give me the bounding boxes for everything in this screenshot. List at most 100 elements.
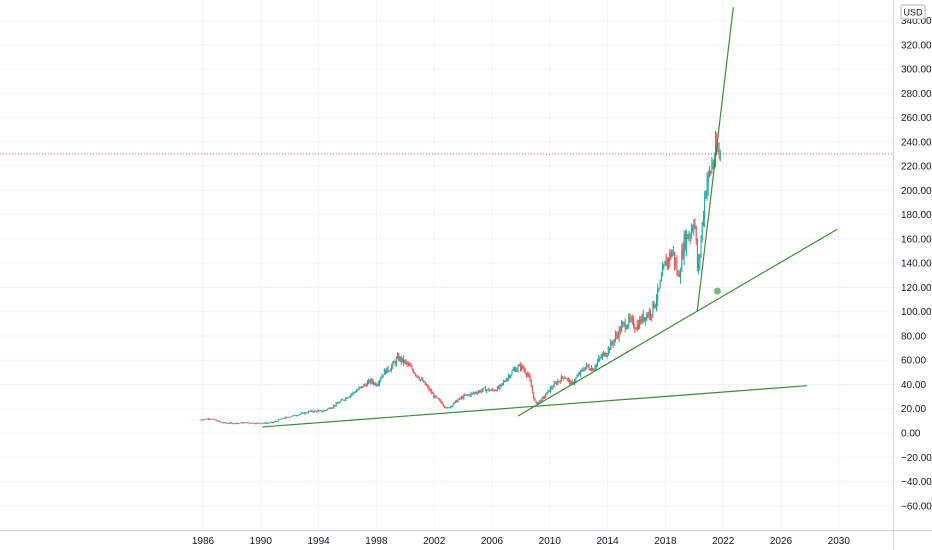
candle-body (304, 412, 306, 414)
candle-body (688, 235, 690, 239)
candle-body (466, 394, 468, 396)
candle-body (587, 364, 589, 367)
candle-body (435, 395, 437, 398)
candle-body (365, 384, 367, 386)
candle-body (248, 422, 250, 424)
candle-body (371, 379, 373, 383)
candle-body (569, 379, 571, 385)
candle-body (642, 314, 644, 321)
candle-body (416, 375, 418, 377)
candle-body (554, 382, 556, 384)
candle-body (462, 396, 464, 399)
candle-body (696, 242, 698, 269)
candle-body (440, 400, 442, 403)
currency-label: USD (903, 8, 923, 18)
candle-body (381, 375, 383, 379)
y-tick-label: 180.00 (901, 210, 932, 221)
candle-body (701, 222, 703, 239)
candle-body (652, 301, 654, 315)
candle-body (627, 325, 629, 328)
candle-body (205, 418, 207, 420)
candle-body (463, 394, 465, 399)
candle-body (704, 197, 706, 219)
candle-body (588, 366, 590, 370)
x-axis[interactable]: 1986 1990 1994 1998 2002 2006 2010 2014 2018 2022… (192, 536, 850, 547)
candle-body (507, 376, 509, 379)
candle-body (693, 224, 695, 229)
candle-body (635, 328, 637, 330)
candle-body (446, 407, 448, 409)
currency-badge[interactable]: USD (900, 4, 926, 20)
y-axis[interactable]: 340.00 320.00 300.00 280.00 260.00 240.00 220.… (901, 16, 932, 512)
x-tick-label: 1998 (365, 536, 388, 547)
candle-body (258, 422, 260, 424)
candle-body (363, 384, 365, 388)
candle-body (256, 422, 258, 424)
y-tick-label: 260.00 (901, 113, 932, 124)
candle-body (580, 370, 582, 375)
candle-body (261, 423, 263, 425)
candle-body (643, 317, 645, 321)
candle-body (510, 374, 512, 378)
candle-body (654, 304, 656, 308)
candle-body (342, 399, 344, 401)
candle-body (617, 335, 619, 338)
candle-body (294, 414, 296, 416)
y-tick-label: −40.00 (901, 477, 932, 488)
candle-body (200, 419, 202, 421)
candle-body (576, 376, 578, 379)
candle-body (412, 369, 414, 373)
candle-body (305, 412, 307, 414)
candle-body (369, 380, 371, 383)
marker-point[interactable] (713, 287, 721, 295)
candle-body (373, 382, 375, 385)
x-tick-label: 2022 (712, 536, 735, 547)
candle-body (571, 381, 573, 383)
candle-body (483, 387, 485, 389)
candle-body (719, 153, 721, 155)
trendline-group[interactable] (262, 7, 838, 428)
candle-body (527, 374, 529, 376)
candle-body (340, 399, 342, 402)
candle-body (218, 420, 220, 422)
candle-body (619, 328, 621, 332)
candle-body (229, 422, 231, 424)
candle-body (675, 262, 677, 264)
y-tick-label: 80.00 (901, 331, 926, 342)
candle-body (509, 376, 511, 378)
candle-body (265, 423, 267, 424)
candle-body (397, 355, 399, 359)
candle-body (321, 410, 323, 412)
candle-body (330, 408, 332, 410)
candle-body (528, 374, 530, 376)
candle-body (359, 387, 361, 388)
candle-body (629, 316, 631, 320)
candle-body (670, 252, 672, 257)
candle-body (350, 394, 352, 397)
candle-body (616, 334, 618, 336)
candle-body (297, 415, 299, 417)
y-tick-label: 340.00 (901, 16, 932, 27)
candle-body (309, 411, 311, 413)
candle-body (391, 366, 393, 371)
candle-body (417, 375, 419, 379)
candle-body (246, 422, 248, 424)
candle-body (393, 362, 395, 364)
candle-body (613, 339, 615, 344)
candle-body (497, 386, 499, 391)
candle-body (280, 419, 282, 420)
candle-body (453, 401, 455, 405)
y-tick-label: 140.00 (901, 259, 932, 270)
candle-body (658, 288, 660, 289)
candle-body (645, 317, 647, 321)
candle-body (352, 392, 354, 394)
candle-body (447, 407, 449, 409)
candle-body (380, 378, 382, 381)
candle-body (662, 268, 664, 277)
candle-body (600, 357, 602, 359)
candle-body (444, 405, 446, 408)
candle-body (271, 422, 273, 423)
candle-body (623, 322, 625, 324)
candle-body (470, 393, 472, 396)
